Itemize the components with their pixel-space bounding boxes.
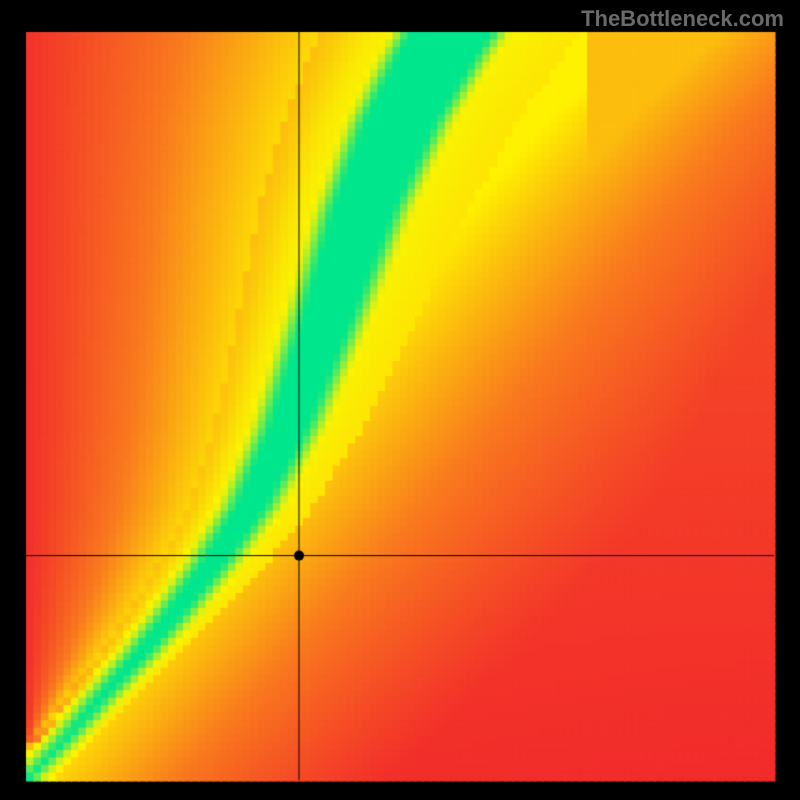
- chart-container: TheBottleneck.com: [0, 0, 800, 800]
- bottleneck-heatmap: [0, 0, 800, 800]
- watermark-text: TheBottleneck.com: [581, 6, 784, 32]
